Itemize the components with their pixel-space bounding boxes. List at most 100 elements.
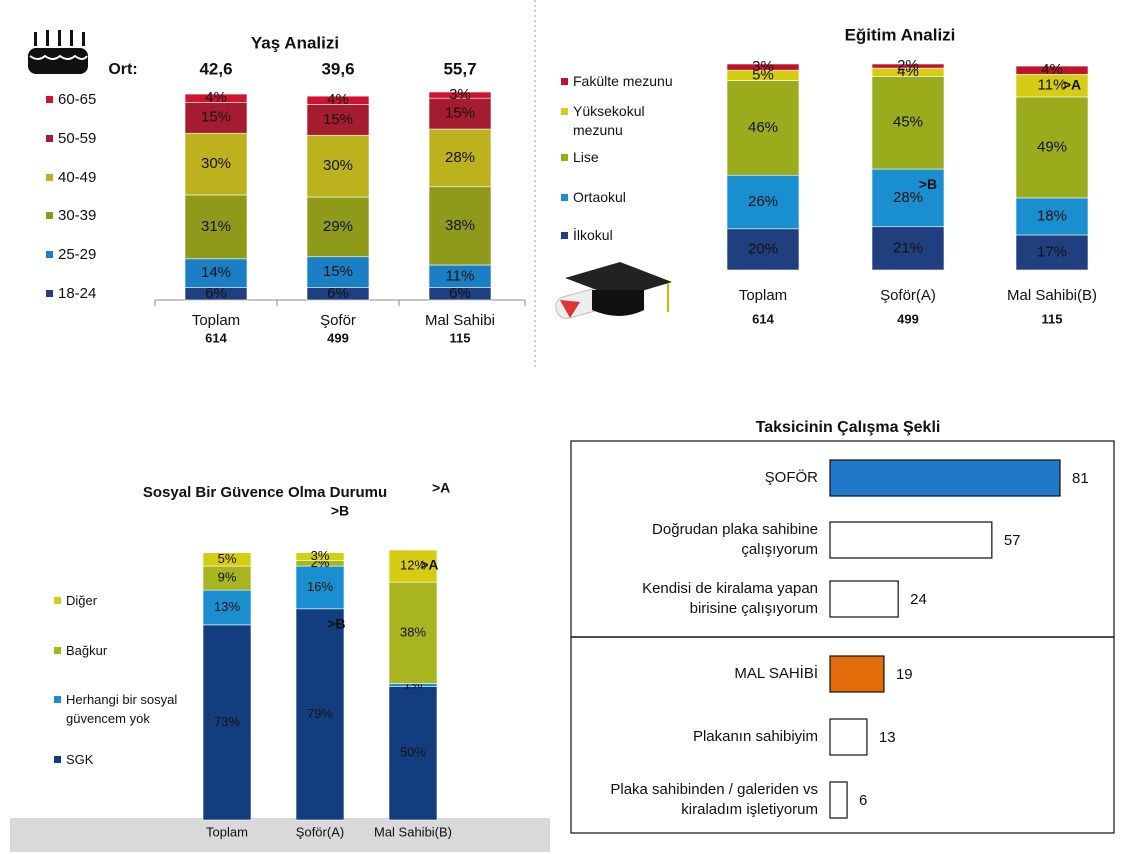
legend-swatch bbox=[46, 290, 53, 297]
data-label: 49% bbox=[1037, 138, 1067, 155]
legend-swatch bbox=[46, 251, 53, 258]
data-label: 28% bbox=[893, 189, 923, 206]
legend-label: 18-24 bbox=[58, 285, 97, 302]
legend-label: Fakülte mezunu bbox=[573, 73, 673, 89]
y-tick-label: Plakanın sahibiyim bbox=[692, 728, 818, 745]
data-label: 79% bbox=[307, 706, 333, 721]
x-tick-label: Mal Sahibi(B) bbox=[374, 824, 452, 839]
bar-segment bbox=[726, 63, 800, 71]
bar-segment bbox=[295, 565, 345, 610]
annotation: >A bbox=[1063, 76, 1081, 92]
y-tick-label: Doğrudan plaka sahibine çalışıyorum bbox=[652, 521, 818, 558]
bar-segment bbox=[202, 565, 252, 591]
data-label: 2% bbox=[897, 57, 919, 74]
data-label: 5% bbox=[218, 551, 237, 566]
data-label: 9% bbox=[218, 570, 237, 585]
data-label: 3% bbox=[311, 548, 330, 563]
sample-size: 499 bbox=[897, 311, 919, 326]
data-label: 57 bbox=[1004, 532, 1021, 549]
data-label: 31% bbox=[201, 218, 231, 235]
annotation: >B bbox=[919, 176, 937, 192]
data-label: 6% bbox=[327, 285, 349, 302]
x-tick-label: Şoför bbox=[320, 312, 356, 329]
bar-segment bbox=[202, 589, 252, 626]
data-label: 16% bbox=[307, 579, 333, 594]
x-tick-label: Toplam bbox=[206, 824, 248, 839]
legend-swatch bbox=[46, 212, 53, 219]
data-label: 29% bbox=[323, 218, 353, 235]
bar-segment bbox=[295, 552, 345, 561]
legend-label: Herhangi bir sosyal güvencem yok bbox=[66, 692, 178, 726]
cake-icon bbox=[28, 30, 88, 74]
bar bbox=[829, 459, 1061, 497]
data-label: 6% bbox=[449, 285, 471, 302]
bar-segment bbox=[428, 128, 492, 188]
legend-swatch bbox=[561, 78, 568, 85]
data-label: 11% bbox=[1038, 77, 1067, 94]
bar-segment bbox=[184, 101, 248, 134]
legend-item: Ortaokul bbox=[561, 188, 711, 207]
data-label: 6 bbox=[859, 792, 867, 809]
bar-segment bbox=[726, 80, 800, 176]
average-value: 39,6 bbox=[321, 59, 354, 78]
x-tick-label: Toplam bbox=[192, 312, 240, 329]
chart-title: Yaş Analizi bbox=[251, 33, 339, 52]
legend-label: Yüksekokul mezunu bbox=[573, 103, 645, 138]
legend-label: Bağkur bbox=[66, 643, 108, 658]
legend-item: Herhangi bir sosyal güvencem yok bbox=[54, 690, 179, 728]
bar-segment bbox=[306, 104, 370, 136]
sample-size: 115 bbox=[1042, 311, 1063, 326]
bar bbox=[829, 521, 993, 559]
legend-swatch bbox=[561, 232, 568, 239]
legend-swatch bbox=[54, 597, 61, 604]
sample-size: 614 bbox=[205, 330, 227, 345]
data-label: 45% bbox=[893, 114, 923, 131]
legend-swatch bbox=[46, 135, 53, 142]
data-label: 13 bbox=[879, 729, 896, 746]
bar bbox=[829, 580, 899, 618]
bar-segment bbox=[428, 186, 492, 266]
x-tick-label: Mal Sahibi bbox=[425, 312, 495, 329]
legend-label: 50-59 bbox=[58, 130, 97, 147]
average-value: 42,6 bbox=[199, 59, 232, 78]
legend-swatch bbox=[54, 696, 61, 703]
data-label: 5% bbox=[752, 66, 774, 83]
sample-size: 499 bbox=[327, 330, 349, 345]
data-label: 3% bbox=[752, 58, 774, 75]
legend-item: SGK bbox=[54, 750, 179, 769]
bar-segment bbox=[306, 196, 370, 258]
legend-swatch bbox=[561, 194, 568, 201]
y-tick-label: MAL SAHİBİ bbox=[734, 665, 818, 682]
legend-item: Lise bbox=[561, 148, 711, 167]
data-label: 3% bbox=[449, 86, 471, 103]
bar-segment bbox=[184, 93, 248, 103]
legend-swatch bbox=[561, 154, 568, 161]
bar-segment bbox=[726, 228, 800, 271]
data-label: 73% bbox=[214, 714, 240, 729]
bar-segment bbox=[184, 258, 248, 288]
bar-segment bbox=[388, 549, 438, 583]
legend-label: 60-65 bbox=[58, 91, 97, 108]
sample-size: 115 bbox=[450, 330, 471, 345]
legend-label: SGK bbox=[66, 752, 94, 767]
bar-segment bbox=[306, 95, 370, 105]
bar bbox=[829, 781, 848, 819]
average-label: Ort: bbox=[108, 61, 137, 78]
data-label: 13% bbox=[214, 599, 240, 614]
chart-title: Taksicinin Çalışma Şekli bbox=[756, 419, 941, 436]
chart-title: Eğitim Analizi bbox=[845, 25, 956, 44]
bar-segment bbox=[871, 63, 945, 69]
annotation: >B bbox=[327, 616, 345, 632]
bar-segment bbox=[306, 256, 370, 288]
bar bbox=[829, 718, 868, 756]
axis-band bbox=[10, 818, 550, 852]
data-label: 28% bbox=[445, 149, 475, 166]
data-label: 50% bbox=[400, 745, 426, 760]
x-tick-label: Şoför(A) bbox=[880, 287, 936, 304]
bar-segment bbox=[1015, 96, 1089, 199]
legend-label: 40-49 bbox=[58, 169, 97, 186]
bar-segment bbox=[1015, 234, 1089, 271]
bar-segment bbox=[388, 686, 438, 821]
